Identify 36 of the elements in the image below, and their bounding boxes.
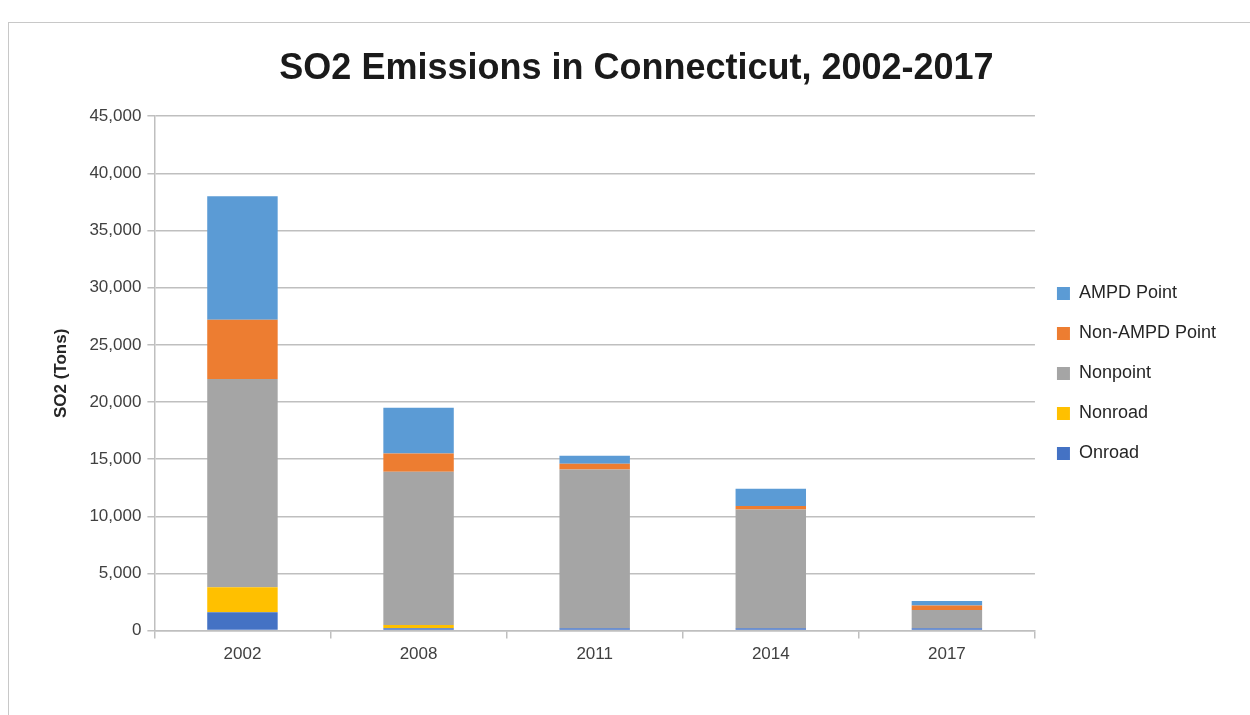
y-tick-label: 40,000 [89,163,142,183]
y-tick-label: 35,000 [89,220,142,240]
y-tick-label: 5,000 [98,563,142,583]
x-tick-label: 2008 [399,644,438,664]
bar [559,469,630,629]
bar [207,196,278,320]
y-tick-label: 45,000 [89,105,142,125]
bar [383,471,454,625]
legend-label: AMPD Point [1078,282,1177,303]
y-axis-title: SO2 (Tons) [50,328,70,419]
bar [383,407,454,454]
bar [207,612,278,630]
bar [735,488,807,506]
legend-label: Non-AMPD Point [1078,322,1217,343]
bar [735,509,807,629]
x-tick-label: 2011 [576,644,613,664]
y-tick-label: 30,000 [89,277,142,297]
chart-title: SO2 Emissions in Connecticut, 2002-2017 [279,45,994,87]
x-tick-label: 2014 [751,644,790,664]
y-tick-label: 15,000 [89,448,142,468]
bar [207,587,278,613]
y-tick-label: 10,000 [89,505,142,525]
y-tick-label: 0 [131,620,142,640]
legend-label: Onroad [1078,442,1139,463]
bar [559,455,630,464]
y-tick-label: 20,000 [89,391,142,411]
bar [207,379,278,588]
bar [911,610,983,629]
bar [383,453,454,472]
bar [207,319,278,380]
legend-label: Nonpoint [1078,362,1152,383]
legend-label: Nonroad [1078,402,1148,423]
x-tick-label: 2017 [927,644,966,664]
y-tick-label: 25,000 [89,334,142,354]
bar [911,605,983,611]
x-tick-label: 2002 [223,644,262,664]
